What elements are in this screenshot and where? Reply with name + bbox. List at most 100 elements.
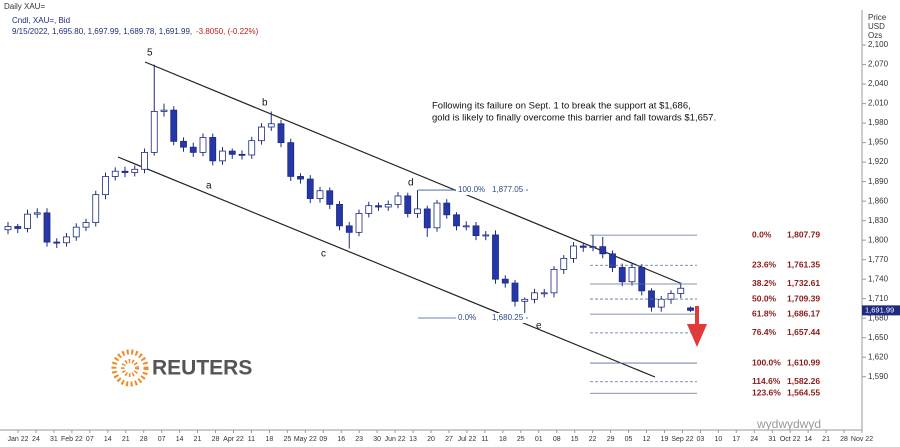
wave-label: e [536, 321, 542, 332]
x-tick-label: 10 [714, 436, 722, 443]
y-tick-label: 1,860 [868, 196, 889, 205]
candle-body [618, 267, 626, 283]
candle-body [82, 222, 90, 228]
logo-box [103, 336, 258, 399]
y-tick-label: 1,830 [868, 216, 889, 225]
candle-body [609, 253, 616, 268]
ohlc-text: 9/15/2022, 1,695.80, 1,697.99, 1,689.78,… [12, 27, 192, 36]
annotation: Following its failure on Sept. 1 to brea… [432, 101, 691, 112]
x-tick-label: 15 [571, 436, 579, 443]
x-tick-label: 18 [266, 436, 274, 443]
x-tick-label: Jul 22 [458, 436, 477, 443]
x-tick-label: 11 [248, 436, 255, 443]
x-tick-label: 07 [86, 436, 94, 443]
candle-body [492, 234, 499, 280]
fib-price: 1,732.61 [787, 278, 820, 288]
fib-price: 1,761.35 [787, 260, 820, 270]
y-tick-label: 1,740 [868, 274, 889, 283]
candle-body [4, 226, 12, 231]
fib-price: 1,807.79 [787, 229, 820, 239]
candle-body [375, 205, 382, 208]
fib-ratio: 0.0% [458, 313, 476, 322]
candle-body [599, 246, 607, 255]
candle-body [150, 111, 158, 153]
candle-body [404, 195, 412, 214]
candle-body [258, 126, 265, 142]
candle-body [238, 153, 246, 156]
x-tick-label: 14 [104, 436, 112, 443]
y-tick-label: 1,620 [868, 352, 889, 361]
candle-body [511, 282, 519, 302]
candle-body [687, 307, 694, 311]
candle-body [111, 170, 119, 177]
fib-ratio: 76.4% [752, 327, 777, 337]
fib-price: 1,564.55 [787, 387, 820, 397]
fib-price: 1,610.99 [787, 357, 820, 367]
y-tick-label: 1,650 [868, 333, 889, 342]
y-tick-label: 1,980 [868, 118, 889, 127]
candle-body [550, 269, 558, 294]
x-tick-label: 12 [643, 436, 651, 443]
candle-body [667, 293, 675, 300]
y-tick-label: 2,010 [868, 99, 889, 108]
fib-ratio: 100.0% [458, 185, 485, 194]
x-tick-label: Apr 22 [223, 436, 244, 443]
y-tick-label: 1,890 [868, 177, 889, 186]
chart-title: Daily XAU= [4, 2, 45, 11]
x-tick-label: 16 [337, 436, 345, 443]
x-tick-label: 24 [32, 436, 40, 443]
x-tick-label: May 22 [294, 436, 317, 443]
x-tick-label: 21 [822, 436, 830, 443]
candle-body [297, 176, 304, 180]
candle-body [43, 212, 51, 243]
logo-text: REUTERS [152, 357, 252, 380]
y-tick-label: 2,040 [868, 79, 889, 88]
candle-body [53, 241, 61, 244]
candle-body [326, 190, 334, 205]
candle-body [336, 203, 343, 227]
fib-ratio: 100.0% [752, 357, 781, 367]
candle-body [121, 170, 129, 173]
x-tick-label: 21 [194, 436, 202, 443]
fib-ratio: 50.0% [752, 293, 777, 303]
x-tick-label: 23 [355, 436, 363, 443]
fib-ratio: 38.2% [752, 278, 777, 288]
x-tick-label: Feb 22 [61, 436, 83, 443]
arrow [686, 306, 708, 347]
x-tick-label: 29 [607, 436, 615, 443]
candle-body [63, 236, 70, 244]
fib-ratio: 0.0% [752, 229, 772, 239]
candle-body [141, 151, 148, 170]
candle-body [531, 292, 538, 300]
candle-body [540, 292, 548, 295]
fib-price: 1,877.05 [492, 185, 524, 194]
x-tick-label: 27 [445, 436, 453, 443]
y-tick-label: 1,950 [868, 138, 889, 147]
watermark: wydwydwyd [756, 417, 821, 431]
candle-body [219, 150, 226, 162]
x-tick-label: 21 [122, 436, 130, 443]
last-price-label: 1,691.99 [865, 305, 894, 314]
x-tick-label: 03 [696, 436, 704, 443]
candle-body [14, 226, 22, 229]
logo-mark [111, 349, 149, 387]
y-tick-label: 1,770 [868, 255, 889, 264]
candle-body [345, 225, 353, 233]
x-tick-label: Jun 22 [385, 436, 406, 443]
fib-ratio: 23.6% [752, 260, 777, 270]
candle-body [277, 123, 285, 144]
candle-body [24, 213, 31, 229]
candle-body [677, 287, 685, 294]
fib-price: 1,680.25 [492, 313, 524, 322]
x-tick-label: 11 [481, 436, 488, 443]
candle-body [228, 150, 236, 155]
candle-body [657, 298, 665, 308]
candle-body [501, 278, 509, 284]
fib-price: 1,582.26 [787, 376, 820, 386]
x-tick-label: Nov 22 [851, 436, 873, 443]
change-text: -3.8050, (-0.22%) [196, 27, 259, 36]
annotation: gold is likely to finally overcome this … [432, 113, 716, 124]
x-tick-label: Sep 22 [671, 436, 693, 443]
candle-body [102, 176, 109, 196]
